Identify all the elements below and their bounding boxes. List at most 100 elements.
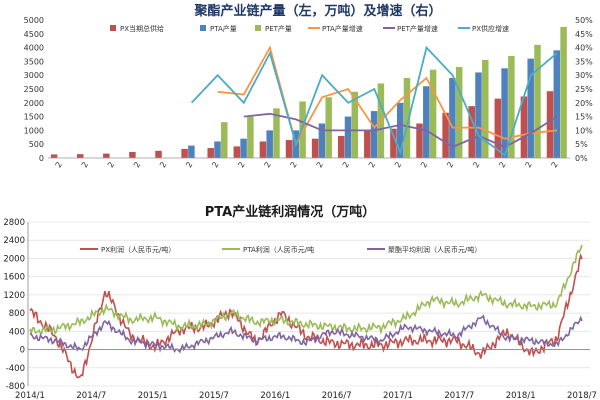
legend-label: PX当期总供给 [120, 24, 164, 33]
bar-pet-output [403, 77, 411, 158]
right-axis-tick-label: 15% [575, 113, 593, 122]
bar-px-supply [364, 130, 371, 158]
right-axis-tick-label: 40% [575, 44, 593, 53]
y-axis-tick-label: 1200 [3, 291, 25, 301]
bar-px-supply [76, 154, 84, 158]
legend-label: PET产量增速 [397, 24, 438, 33]
y-axis-tick-label: 2400 [3, 236, 25, 246]
pet-growth-line [243, 112, 558, 149]
bar-pta-output [266, 130, 273, 158]
x-axis-tick-label: 2017/1 [383, 391, 413, 400]
right-axis-tick-label: 25% [575, 85, 593, 94]
bar-px-supply [494, 98, 502, 158]
left-axis-tick-label: 0 [39, 154, 44, 163]
x-axis-tick-label: 2 [158, 160, 168, 169]
bar-px-supply [103, 153, 110, 158]
y-axis-tick-label: 1600 [3, 273, 25, 283]
legend-label: PET产量 [265, 24, 292, 33]
x-axis-tick-label: 2 [54, 160, 64, 169]
y-axis-tick-label: -800 [6, 382, 25, 392]
x-axis-tick-label: 2 [367, 160, 377, 169]
left-axis-tick-label: 1500 [24, 113, 44, 122]
bar-pet-output [325, 97, 332, 158]
bar-pet-output [534, 44, 541, 159]
bar-pta-output [344, 116, 352, 158]
profit-chart-title: PTA产业链利润情况（万吨） [205, 204, 375, 220]
x-axis-tick-label: 2 [289, 160, 299, 169]
legend-label: PX利润（人民币元/吨） [101, 245, 175, 254]
left-axis-tick-label: 4000 [24, 44, 44, 53]
right-axis-tick-label: 10% [575, 126, 593, 135]
left-axis-tick-label: 500 [29, 140, 44, 149]
legend-label: PX供应增速 [472, 24, 509, 33]
bar-pta-output [553, 50, 561, 158]
bar-px-supply [129, 151, 136, 158]
bar-pta-output [240, 138, 247, 158]
bar-pta-output [501, 68, 508, 158]
legend-label: 聚酯平均利润（人民币元/吨） [388, 245, 481, 254]
profit-chart: PTA产业链利润情况（万吨） -800 -400 0 400 800 1200 1600 20… [3, 204, 597, 400]
legend-label: PTA利润（人民币元/吨 [243, 245, 314, 254]
px-profit-line [29, 252, 583, 379]
right-axis-tick-label: 5% [575, 140, 588, 149]
x-axis-tick-label: 2 [550, 160, 560, 169]
bar-px-supply [442, 112, 449, 158]
bar-px-supply [416, 123, 423, 158]
x-axis-tick-label: 2016/1 [260, 391, 290, 400]
bar-px-supply [546, 91, 554, 158]
x-axis-tick-label: 2 [341, 160, 351, 169]
bar-px-supply [259, 141, 267, 158]
left-axis-tick-label: 5000 [24, 16, 44, 25]
x-axis-tick-label: 2 [106, 160, 116, 169]
legend-swatch [255, 25, 261, 31]
bar-px-supply [337, 135, 345, 158]
bar-pet-output [247, 116, 254, 158]
bar-px-supply [50, 154, 58, 158]
pta-growth-line [217, 45, 558, 147]
left-axis-tick-label: 3000 [24, 71, 44, 80]
left-axis-tick-label: 1000 [24, 126, 44, 135]
bar-px-supply [468, 106, 475, 158]
pta-profit-line [29, 244, 583, 337]
bar-pta-output [370, 111, 378, 158]
right-axis-tick-label: 35% [575, 57, 593, 66]
legend-swatch [110, 25, 116, 31]
legend-label: PTA产量 [210, 24, 237, 33]
x-axis-tick-label: 2015/1 [138, 391, 168, 400]
right-axis-tick-label: 20% [575, 99, 593, 108]
x-axis-tick-label: 2014/1 [15, 391, 45, 400]
bar-pta-output [423, 86, 430, 158]
x-axis-tick-label: 2017/7 [444, 391, 474, 400]
x-axis-tick-label: 2015/7 [199, 391, 229, 400]
right-axis-tick-label: 45% [575, 30, 593, 39]
bar-px-supply [207, 148, 214, 158]
right-axis-tick-label: 0% [575, 154, 588, 163]
legend-swatch [200, 25, 206, 31]
y-axis-tick-label: 2000 [3, 254, 25, 264]
bar-pet-output [560, 26, 567, 159]
x-axis-tick-label: 2014/7 [76, 391, 106, 400]
x-axis-tick-label: 2016/7 [322, 391, 352, 400]
left-axis-tick-label: 3500 [24, 57, 44, 66]
left-axis-tick-label: 2500 [24, 85, 44, 94]
left-axis-tick-label: 4500 [24, 30, 44, 39]
legend-label: PTA产量增速 [322, 24, 363, 33]
right-axis-tick-label: 30% [575, 71, 593, 80]
polyester-profit-line [29, 314, 583, 354]
bar-px-supply [285, 140, 293, 158]
bar-px-supply [155, 150, 162, 158]
production-chart-title: 聚酯产业链产量（左，万吨）及增速（右） [193, 3, 441, 19]
x-axis-tick-label: 2 [497, 160, 507, 169]
x-axis-tick-label: 2 [393, 160, 403, 169]
x-axis-tick-label: 2 [524, 160, 534, 169]
x-axis-tick-label: 2018/7 [567, 391, 597, 400]
bar-pta-output [188, 145, 195, 158]
y-axis-tick-label: 400 [9, 327, 25, 337]
production-chart: 聚酯产业链产量（左，万吨）及增速（右） 05001000150020002500… [24, 3, 594, 169]
x-axis-tick-label: 2018/1 [506, 391, 536, 400]
x-axis-tick-label: 2 [419, 160, 429, 169]
bar-pta-output [449, 77, 456, 158]
bar-pta-output [396, 102, 404, 158]
y-axis-tick-label: 0 [20, 346, 25, 356]
bar-px-supply [181, 148, 188, 158]
